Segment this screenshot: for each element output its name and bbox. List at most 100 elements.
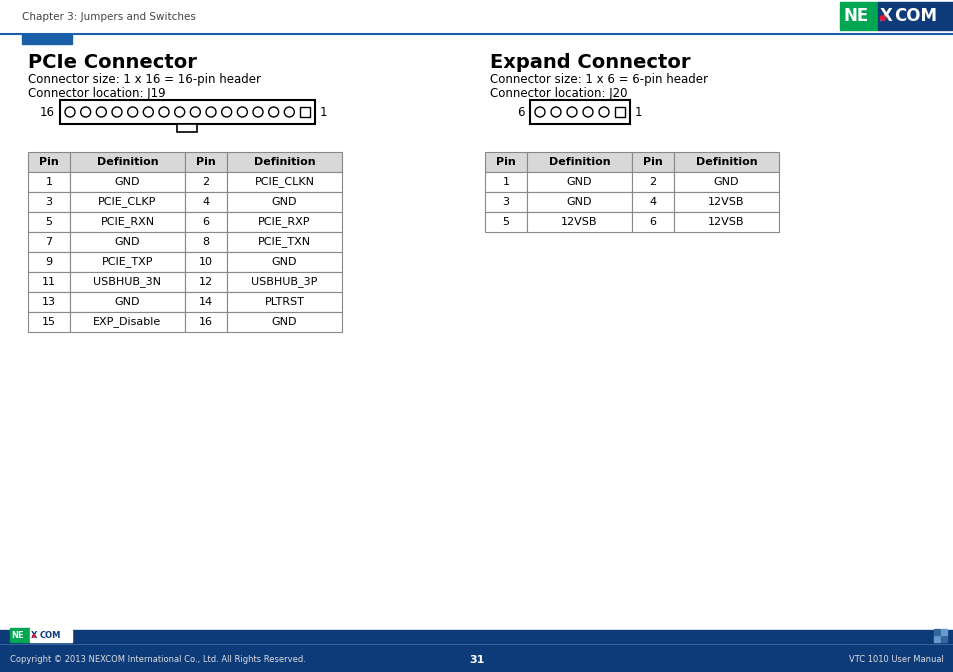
Bar <box>877 2 953 30</box>
Bar <box>28 292 70 312</box>
Bar <box>28 272 70 292</box>
Bar <box>933 629 939 635</box>
Text: Copyright © 2013 NEXCOM International Co., Ltd. All Rights Reserved.: Copyright © 2013 NEXCOM International Co… <box>10 655 306 665</box>
Text: Definition: Definition <box>695 157 757 167</box>
Bar <box>631 212 673 232</box>
Bar <box>185 172 227 192</box>
Bar <box>177 124 197 132</box>
Bar <box>227 292 341 312</box>
Circle shape <box>269 107 278 117</box>
Text: X: X <box>30 630 37 640</box>
Text: Connector location: J19: Connector location: J19 <box>28 87 166 99</box>
Text: GND: GND <box>713 177 739 187</box>
Text: 13: 13 <box>42 297 56 307</box>
Text: 5: 5 <box>46 217 52 227</box>
Text: GND: GND <box>272 257 297 267</box>
Bar <box>185 152 227 172</box>
Circle shape <box>880 15 884 21</box>
Bar <box>70 172 185 192</box>
Bar <box>227 252 341 272</box>
Text: PCIE_TXP: PCIE_TXP <box>102 257 153 267</box>
Text: 11: 11 <box>42 277 56 287</box>
Text: 7: 7 <box>46 237 52 247</box>
Bar <box>185 312 227 332</box>
Text: Definition: Definition <box>253 157 315 167</box>
Circle shape <box>32 635 35 637</box>
Circle shape <box>253 107 263 117</box>
Circle shape <box>237 107 247 117</box>
Circle shape <box>128 107 137 117</box>
Circle shape <box>96 107 106 117</box>
Text: 15: 15 <box>42 317 56 327</box>
Text: NE: NE <box>843 7 868 25</box>
Text: GND: GND <box>566 177 592 187</box>
Text: PCIE_CLKN: PCIE_CLKN <box>254 177 314 187</box>
Text: 4: 4 <box>202 197 210 207</box>
Bar <box>28 232 70 252</box>
Bar <box>526 192 631 212</box>
Bar <box>185 292 227 312</box>
Bar <box>299 107 310 117</box>
Bar <box>185 272 227 292</box>
Text: Connector size: 1 x 6 = 6-pin header: Connector size: 1 x 6 = 6-pin header <box>490 73 707 87</box>
Text: Pin: Pin <box>642 157 662 167</box>
Text: 1: 1 <box>319 106 327 118</box>
Circle shape <box>221 107 232 117</box>
Text: PCIE_RXP: PCIE_RXP <box>258 216 311 227</box>
Circle shape <box>143 107 153 117</box>
Bar <box>673 212 779 232</box>
Bar <box>631 172 673 192</box>
Text: 1: 1 <box>502 177 509 187</box>
Text: 2: 2 <box>649 177 656 187</box>
Bar <box>70 212 185 232</box>
Bar <box>28 212 70 232</box>
Bar <box>227 272 341 292</box>
Bar <box>631 152 673 172</box>
Circle shape <box>598 107 608 117</box>
Bar <box>70 252 185 272</box>
Bar <box>673 192 779 212</box>
Text: USBHUB_3N: USBHUB_3N <box>93 277 161 288</box>
Text: Pin: Pin <box>196 157 215 167</box>
Text: 3: 3 <box>46 197 52 207</box>
Bar <box>227 312 341 332</box>
Circle shape <box>112 107 122 117</box>
Bar <box>673 172 779 192</box>
Bar <box>530 100 629 124</box>
Text: Pin: Pin <box>496 157 516 167</box>
Circle shape <box>191 107 200 117</box>
Circle shape <box>81 107 91 117</box>
Text: Expand Connector: Expand Connector <box>490 52 690 71</box>
Bar <box>484 152 526 172</box>
Bar <box>22 34 71 44</box>
Bar <box>70 152 185 172</box>
Bar <box>227 232 341 252</box>
Text: 4: 4 <box>649 197 656 207</box>
Text: VTC 1010 User Manual: VTC 1010 User Manual <box>848 655 943 665</box>
Text: 1: 1 <box>635 106 641 118</box>
Circle shape <box>284 107 294 117</box>
Text: 14: 14 <box>199 297 213 307</box>
Bar <box>0 630 953 672</box>
Bar <box>526 212 631 232</box>
Text: COM: COM <box>40 630 61 640</box>
Text: Chapter 3: Jumpers and Switches: Chapter 3: Jumpers and Switches <box>22 12 195 22</box>
Bar <box>70 192 185 212</box>
Bar <box>30 628 71 642</box>
Text: Connector size: 1 x 16 = 16-pin header: Connector size: 1 x 16 = 16-pin header <box>28 73 261 87</box>
Text: GND: GND <box>566 197 592 207</box>
Text: 12: 12 <box>199 277 213 287</box>
Circle shape <box>206 107 215 117</box>
Bar <box>484 212 526 232</box>
Bar <box>227 152 341 172</box>
Bar <box>28 172 70 192</box>
Text: PCIE_TXN: PCIE_TXN <box>257 237 311 247</box>
Bar <box>10 628 30 642</box>
Circle shape <box>582 107 593 117</box>
Bar <box>28 312 70 332</box>
Text: PCIE_RXN: PCIE_RXN <box>100 216 154 227</box>
Bar <box>673 152 779 172</box>
Bar <box>185 232 227 252</box>
Bar <box>933 636 939 642</box>
Text: 5: 5 <box>502 217 509 227</box>
